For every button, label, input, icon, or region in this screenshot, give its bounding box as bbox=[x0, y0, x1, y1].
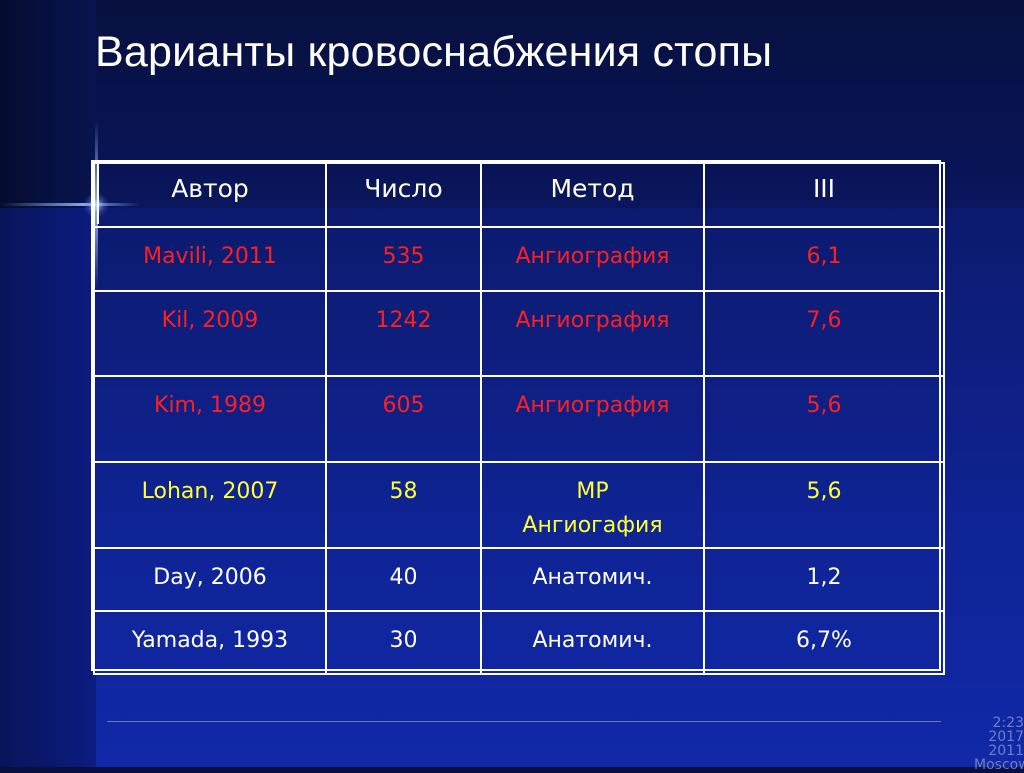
cell-count: 605 bbox=[325, 375, 482, 463]
cell-method-line1: МР bbox=[576, 479, 609, 504]
cell-author: Kim, 1989 bbox=[93, 375, 327, 463]
left-decor-band-lower bbox=[0, 208, 96, 767]
cell-count: 58 bbox=[325, 461, 482, 549]
cell-value: 5,6 bbox=[703, 461, 945, 549]
cell-author: Yamada, 1993 bbox=[93, 610, 327, 675]
cell-method: Ангиография bbox=[480, 226, 705, 292]
table-row: Lohan, 2007 58 МР Ангиогафия 5,6 bbox=[93, 461, 945, 549]
table-corner-accent bbox=[91, 160, 99, 224]
cell-count: 535 bbox=[325, 226, 482, 292]
footer-divider bbox=[107, 721, 941, 722]
cell-count: 1242 bbox=[325, 290, 482, 377]
header-method: Метод bbox=[480, 162, 705, 228]
header-author: Автор bbox=[93, 162, 327, 228]
cell-author: Day, 2006 bbox=[93, 547, 327, 612]
cell-value: 7,6 bbox=[703, 290, 945, 377]
cell-author: Lohan, 2007 bbox=[93, 461, 327, 549]
cell-method: Ангиография bbox=[480, 375, 705, 463]
table-row: Kil, 2009 1242 Ангиография 7,6 bbox=[93, 290, 945, 377]
header-type-three: III bbox=[703, 162, 945, 228]
slide-title: Варианты кровоснабжения стопы bbox=[95, 28, 773, 76]
cell-method: Ангиография bbox=[480, 290, 705, 377]
table-header-row: Автор Число Метод III bbox=[93, 162, 945, 228]
cell-value: 5,6 bbox=[703, 375, 945, 463]
cell-author: Kil, 2009 bbox=[93, 290, 327, 377]
cell-author: Mavili, 2011 bbox=[93, 226, 327, 292]
blood-supply-table: Автор Число Метод III Mavili, 2011 535 А… bbox=[91, 160, 945, 675]
cell-value: 6,1 bbox=[703, 226, 945, 292]
cell-count: 30 bbox=[325, 610, 482, 675]
cell-method: Анатомич. bbox=[480, 547, 705, 612]
cell-method: МР Ангиогафия bbox=[480, 461, 705, 549]
cell-method-line2: Ангиогафия bbox=[522, 513, 663, 538]
table-row: Day, 2006 40 Анатомич. 1,2 bbox=[93, 547, 945, 612]
cell-value: 1,2 bbox=[703, 547, 945, 612]
cell-value: 6,7% bbox=[703, 610, 945, 675]
header-count: Число bbox=[325, 162, 482, 228]
light-flare-horizontal bbox=[0, 203, 140, 206]
table-row: Yamada, 1993 30 Анатомич. 6,7% bbox=[93, 610, 945, 675]
table-row: Kim, 1989 605 Ангиография 5,6 bbox=[93, 375, 945, 463]
slide-number: 2:23 2017 2011 Moscow bbox=[974, 715, 1024, 773]
table-row: Mavili, 2011 535 Ангиография 6,1 bbox=[93, 226, 945, 292]
cell-method: Анатомич. bbox=[480, 610, 705, 675]
cell-count: 40 bbox=[325, 547, 482, 612]
